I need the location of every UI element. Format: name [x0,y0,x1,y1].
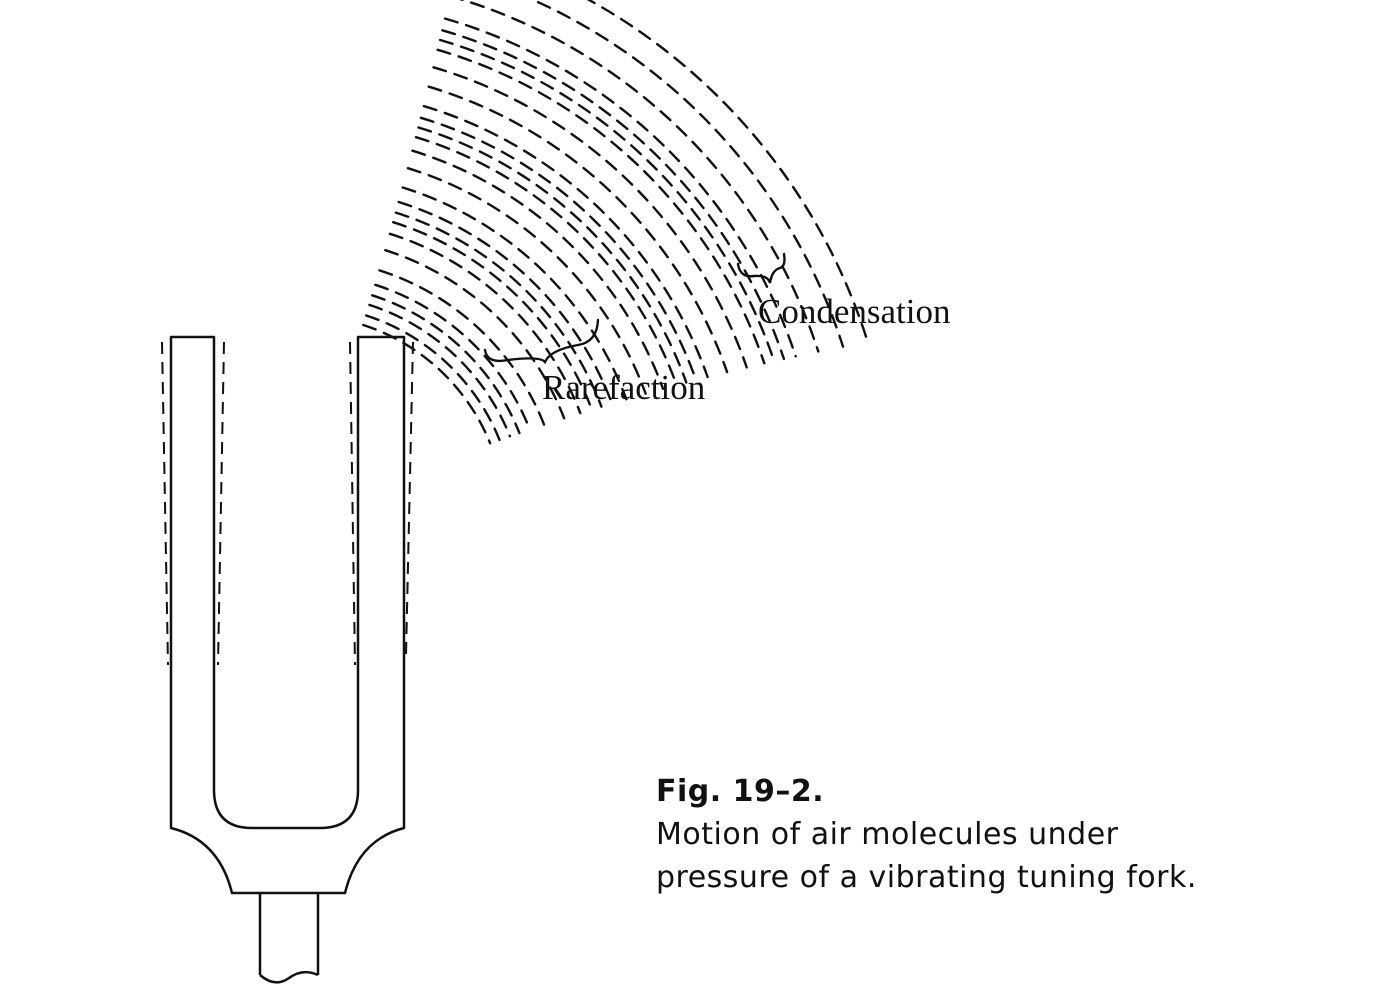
left-prong-outer-dashed [161,341,169,666]
wave-front-arc [392,221,593,411]
wave-front-arc [368,303,512,438]
wave-front-arc [388,232,582,415]
left-prong-inner-dashed [217,341,225,666]
rarefaction-label: Rarefaction [542,368,705,407]
wave-front-arc [384,249,566,420]
wave-front-arc [394,211,603,408]
caption-line-2: pressure of a vibrating tuning fork. [656,860,1197,895]
wave-front-arc [371,294,521,435]
wave-front-arc [436,48,766,365]
right-prong-outer-dashed [405,341,414,656]
wave-front-arc [427,85,729,374]
tuning-fork-outline [169,335,406,895]
wave-front-arc [362,323,492,445]
wave-front-arc [422,104,709,379]
wave-front-arc [397,200,614,405]
wave-front-arc [414,136,678,387]
sound-wave-fronts [362,0,869,445]
wave-front-arc [438,38,776,363]
caption-line-1: Motion of air molecules under [656,817,1119,852]
wave-front-arc [401,186,628,401]
figure-number: Fig. 19–2. [656,774,825,809]
wave-front-arc [419,116,698,382]
condensation-bracket [736,252,786,284]
wave-front-arc [374,283,531,431]
wave-front-arc [417,126,688,384]
wave-front-arc [406,167,647,395]
wave-front-arc [411,149,665,390]
wave-front-arc [443,17,797,358]
right-prong-inner-dashed [349,341,356,666]
wave-front-arc [378,269,546,426]
prong-displacement-lines [161,341,414,666]
figure-caption: Fig. 19–2. Motion of air molecules under… [656,770,1197,899]
condensation-label: Condensation [758,292,950,331]
wave-front-arc [586,0,869,344]
rarefaction-bracket [483,318,600,365]
wave-front-arc [432,66,748,369]
wave-front-arc [365,314,501,442]
wave-front-arc [458,0,820,353]
wave-front-arc [441,29,786,361]
tuning-fork-handle [258,893,320,984]
